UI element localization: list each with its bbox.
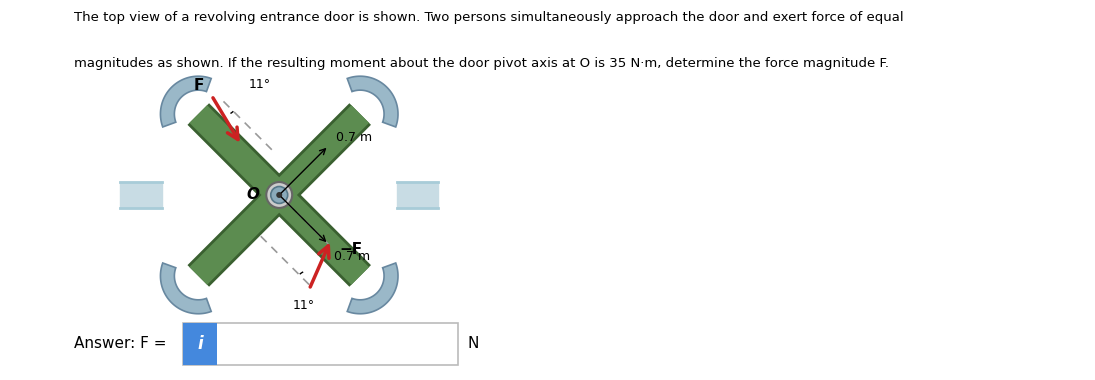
Text: −F: −F <box>339 242 362 257</box>
Text: i: i <box>197 335 203 353</box>
Text: 11°: 11° <box>249 78 270 92</box>
Text: O: O <box>246 187 260 203</box>
Text: 11°: 11° <box>293 299 315 312</box>
Polygon shape <box>161 263 211 314</box>
Polygon shape <box>347 263 397 314</box>
Text: magnitudes as shown. If the resulting moment about the door pivot axis at O is 3: magnitudes as shown. If the resulting mo… <box>74 57 889 70</box>
Text: F: F <box>193 78 204 93</box>
Circle shape <box>270 187 288 203</box>
Polygon shape <box>347 76 397 127</box>
Bar <box>183 323 459 365</box>
Text: The top view of a revolving entrance door is shown. Two persons simultaneously a: The top view of a revolving entrance doo… <box>74 11 904 24</box>
Bar <box>183 323 217 365</box>
Polygon shape <box>161 76 211 127</box>
Text: N: N <box>468 336 479 352</box>
Text: Answer: F =: Answer: F = <box>74 336 166 352</box>
Text: 0.7 m: 0.7 m <box>334 250 370 263</box>
Circle shape <box>266 182 292 208</box>
Circle shape <box>276 192 283 198</box>
Text: 0.7 m: 0.7 m <box>336 131 372 144</box>
